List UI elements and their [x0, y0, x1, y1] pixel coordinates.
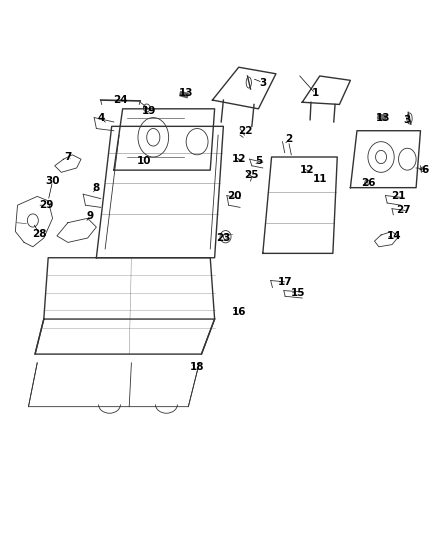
Text: 22: 22 [238, 126, 253, 136]
Text: 9: 9 [86, 211, 93, 221]
Text: 7: 7 [64, 152, 71, 162]
Text: 13: 13 [179, 88, 194, 99]
Text: 16: 16 [231, 308, 246, 318]
Text: 3: 3 [259, 77, 266, 87]
Bar [180, 92, 188, 98]
Text: 14: 14 [387, 231, 402, 241]
Text: 20: 20 [227, 191, 242, 201]
Text: 1: 1 [312, 88, 319, 99]
Text: 27: 27 [396, 205, 410, 215]
Text: 3: 3 [404, 115, 411, 125]
Text: 29: 29 [39, 200, 53, 210]
Text: 25: 25 [244, 169, 259, 180]
Text: 17: 17 [277, 277, 292, 287]
Text: 5: 5 [255, 156, 262, 166]
Text: 4: 4 [97, 112, 104, 123]
Bar [378, 114, 386, 120]
Text: 10: 10 [137, 156, 152, 166]
Text: 11: 11 [312, 174, 327, 184]
Text: 2: 2 [286, 134, 293, 144]
Text: 26: 26 [360, 178, 375, 188]
Text: 15: 15 [290, 288, 305, 298]
Text: 13: 13 [376, 112, 391, 123]
Text: 21: 21 [391, 191, 406, 201]
Text: 28: 28 [32, 229, 47, 239]
Text: 19: 19 [142, 106, 156, 116]
Text: 6: 6 [421, 165, 428, 175]
Text: 24: 24 [113, 95, 128, 105]
Text: 12: 12 [299, 165, 314, 175]
Text: 18: 18 [190, 362, 205, 372]
Text: 30: 30 [45, 176, 60, 186]
Text: 12: 12 [231, 154, 246, 164]
Text: 8: 8 [93, 183, 100, 192]
Text: 23: 23 [216, 233, 231, 243]
